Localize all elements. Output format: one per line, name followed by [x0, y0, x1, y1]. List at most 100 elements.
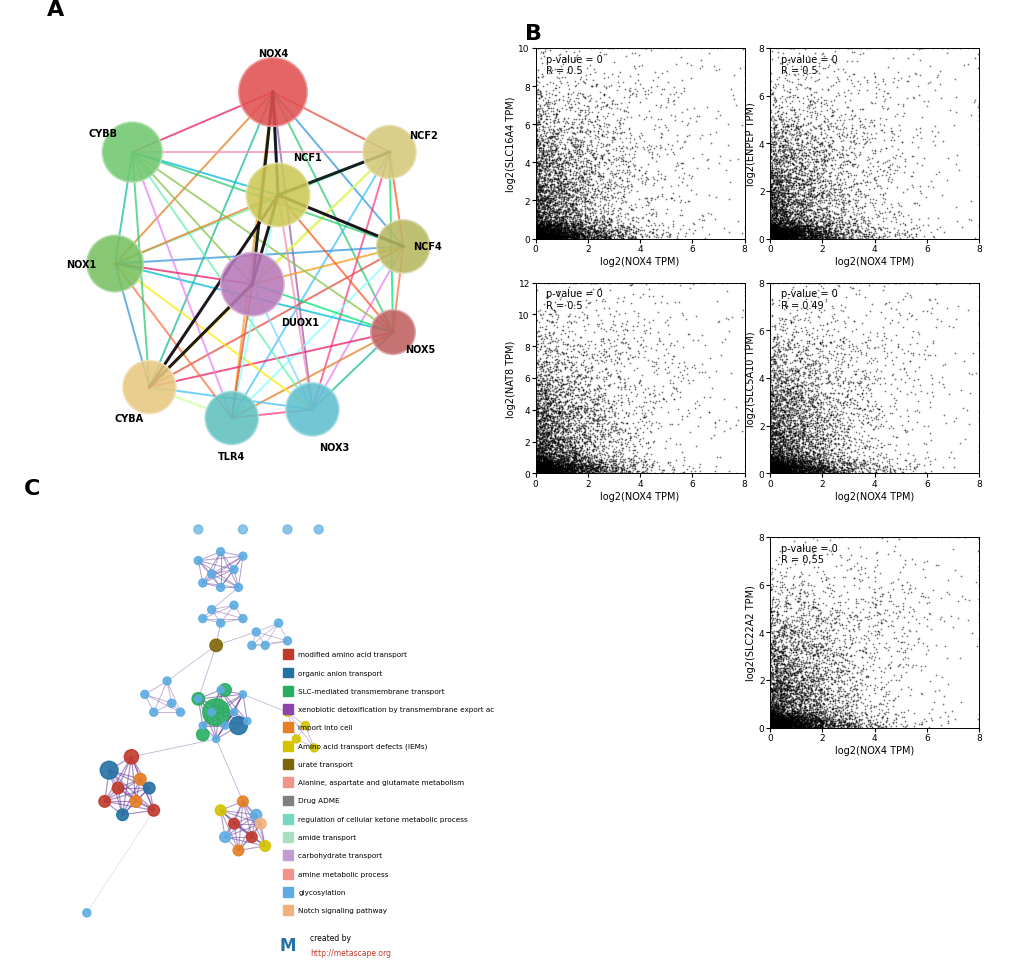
Point: [797, 716, 813, 732]
Point: [815, 584, 832, 600]
Point: [554, 230, 571, 245]
Point: [777, 687, 794, 702]
Point: [810, 717, 826, 733]
Point: [809, 648, 825, 663]
Point: [841, 276, 857, 291]
Point: [783, 624, 799, 640]
Point: [540, 228, 556, 243]
Point: [619, 352, 635, 367]
Point: [538, 226, 554, 241]
Point: [765, 708, 782, 724]
Point: [764, 373, 781, 389]
Point: [776, 133, 793, 149]
Point: [772, 224, 789, 239]
Point: [616, 194, 633, 210]
Point: [533, 221, 549, 236]
Point: [625, 429, 641, 445]
Point: [829, 210, 846, 226]
Point: [763, 135, 780, 150]
Point: [577, 363, 593, 379]
Point: [550, 161, 567, 177]
Point: [534, 455, 550, 471]
Point: [825, 664, 842, 680]
Point: [590, 228, 606, 243]
Point: [771, 455, 788, 471]
Point: [847, 607, 863, 622]
Point: [537, 447, 553, 463]
Point: [789, 459, 805, 475]
Point: [530, 462, 546, 478]
Point: [779, 191, 795, 206]
Point: [763, 463, 780, 479]
Point: [561, 225, 578, 240]
Point: [837, 456, 853, 472]
Point: [578, 401, 594, 416]
Point: [782, 716, 798, 732]
Point: [579, 317, 595, 332]
Point: [762, 217, 779, 233]
Point: [873, 188, 890, 203]
Point: [795, 455, 811, 471]
Point: [614, 221, 631, 236]
Point: [762, 705, 779, 721]
Point: [532, 192, 548, 208]
Point: [791, 716, 807, 732]
Point: [797, 425, 813, 441]
Point: [776, 179, 793, 194]
Point: [764, 227, 781, 242]
Point: [567, 228, 583, 243]
Point: [783, 708, 799, 724]
Point: [768, 684, 785, 700]
Point: [779, 700, 795, 715]
Point: [627, 82, 643, 98]
Point: [808, 448, 824, 464]
Point: [539, 427, 555, 443]
Point: [795, 194, 811, 210]
Point: [761, 327, 777, 343]
Point: [766, 718, 783, 734]
Point: [839, 149, 855, 164]
Point: [783, 448, 799, 464]
Point: [772, 228, 789, 243]
Point: [780, 229, 796, 244]
Point: [761, 455, 777, 471]
Point: [793, 625, 809, 641]
Point: [790, 228, 806, 243]
Point: [548, 355, 565, 370]
Point: [889, 658, 905, 674]
Point: [561, 434, 578, 449]
Point: [567, 208, 583, 224]
Point: [537, 178, 553, 193]
Point: [528, 164, 544, 180]
Point: [531, 457, 547, 473]
Point: [606, 220, 623, 235]
Point: [543, 189, 559, 204]
Point: [785, 462, 801, 478]
Point: [785, 41, 801, 57]
Point: [783, 681, 799, 697]
Point: [770, 458, 787, 474]
Point: [876, 414, 893, 430]
Point: [588, 457, 604, 473]
Point: [530, 441, 546, 456]
Point: [552, 210, 569, 226]
Point: [767, 161, 784, 177]
Point: [597, 465, 613, 481]
Point: [539, 449, 555, 465]
Point: [527, 207, 543, 223]
Point: [773, 181, 790, 196]
Point: [765, 711, 782, 727]
Point: [893, 41, 909, 57]
Point: [570, 402, 586, 417]
Point: [786, 145, 802, 160]
Point: [529, 463, 545, 479]
Point: [798, 713, 814, 729]
Point: [775, 688, 792, 703]
Point: [803, 219, 819, 234]
Point: [879, 160, 896, 176]
Point: [771, 231, 788, 246]
Point: [535, 99, 551, 114]
Point: [547, 425, 564, 441]
Point: [761, 222, 777, 237]
Point: [805, 600, 821, 616]
